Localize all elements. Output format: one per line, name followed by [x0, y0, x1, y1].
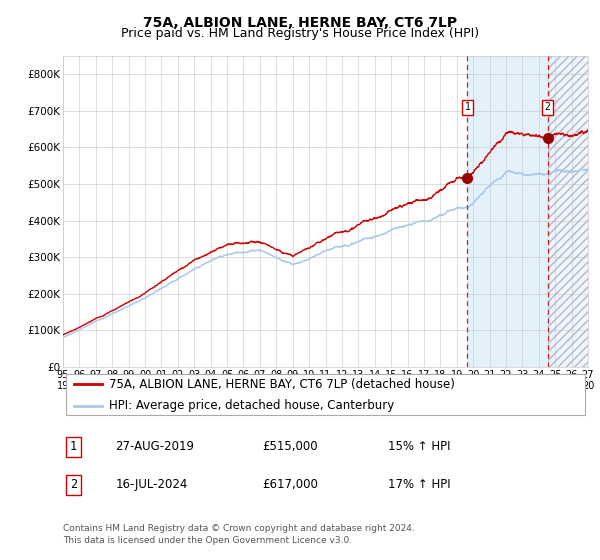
Text: 27-AUG-2019: 27-AUG-2019 — [115, 440, 194, 453]
Text: 17% ↑ HPI: 17% ↑ HPI — [389, 478, 451, 491]
Bar — [548, 56, 588, 367]
FancyBboxPatch shape — [65, 374, 586, 415]
Text: Price paid vs. HM Land Registry's House Price Index (HPI): Price paid vs. HM Land Registry's House … — [121, 27, 479, 40]
Text: £617,000: £617,000 — [263, 478, 319, 491]
Text: £515,000: £515,000 — [263, 440, 318, 453]
Text: Contains HM Land Registry data © Crown copyright and database right 2024.
This d: Contains HM Land Registry data © Crown c… — [63, 524, 415, 545]
Text: 1: 1 — [70, 440, 77, 453]
Text: 15% ↑ HPI: 15% ↑ HPI — [389, 440, 451, 453]
Text: 1: 1 — [464, 102, 470, 113]
Text: 16-JUL-2024: 16-JUL-2024 — [115, 478, 188, 491]
Bar — [467, 56, 548, 367]
Text: 75A, ALBION LANE, HERNE BAY, CT6 7LP (detached house): 75A, ALBION LANE, HERNE BAY, CT6 7LP (de… — [109, 377, 455, 391]
Text: HPI: Average price, detached house, Canterbury: HPI: Average price, detached house, Cant… — [109, 399, 394, 412]
Text: 2: 2 — [545, 102, 551, 113]
Bar — [548, 56, 588, 367]
Text: 75A, ALBION LANE, HERNE BAY, CT6 7LP: 75A, ALBION LANE, HERNE BAY, CT6 7LP — [143, 16, 457, 30]
Text: 2: 2 — [70, 478, 77, 491]
